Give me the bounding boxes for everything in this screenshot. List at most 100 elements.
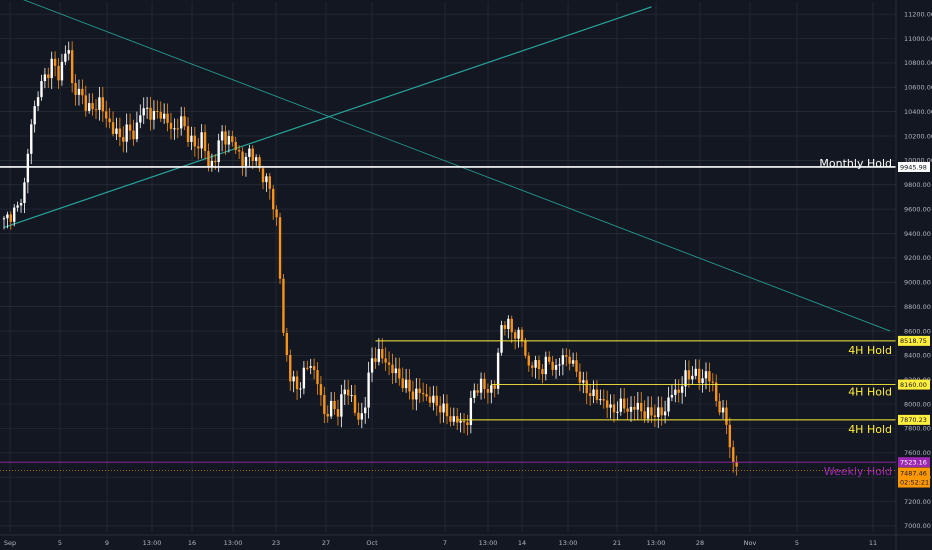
candle-body	[704, 371, 708, 379]
candle-body	[466, 422, 469, 426]
candle-body	[203, 132, 207, 152]
candle-body	[421, 392, 425, 395]
candle-body	[26, 153, 30, 183]
candle-body	[224, 131, 227, 145]
candle-body	[183, 116, 186, 127]
x-tick-label: 14	[518, 539, 526, 547]
candle-body	[503, 325, 507, 329]
x-tick-label: Nov	[744, 539, 757, 547]
price-tag: 7870.23	[900, 416, 927, 424]
candle-body	[23, 182, 26, 204]
candle-body	[456, 416, 459, 423]
candle-body	[394, 368, 398, 374]
candle-body	[149, 107, 152, 120]
y-tick-label: 8800.00	[904, 303, 931, 311]
candle-body	[674, 389, 677, 395]
y-tick-label: 9200.00	[904, 254, 931, 262]
candle-body	[231, 136, 234, 143]
candle-body	[708, 371, 711, 382]
candle-body	[357, 412, 360, 420]
x-tick-label: 27	[322, 539, 330, 547]
candle-body	[84, 95, 87, 111]
candle-body	[70, 50, 74, 84]
candle-body	[272, 188, 275, 210]
x-tick-label: 16	[188, 539, 196, 547]
candle-body	[636, 402, 640, 410]
candle-body	[592, 389, 595, 397]
candle-body	[108, 118, 111, 123]
candle-body	[469, 397, 473, 426]
candle-body	[462, 420, 466, 423]
candle-body	[132, 130, 135, 140]
candle-body	[578, 371, 582, 383]
candle-body	[173, 128, 176, 130]
candle-body	[292, 376, 295, 382]
candle-body	[524, 341, 527, 356]
y-tick-label: 10400.00	[904, 108, 932, 116]
candle-body	[350, 395, 353, 397]
candle-body	[486, 389, 490, 393]
candle-body	[551, 361, 554, 370]
candle-body	[599, 399, 602, 401]
candle-body	[646, 407, 650, 419]
candle-body	[220, 131, 224, 141]
candle-body	[2, 218, 6, 220]
candle-body	[268, 176, 271, 189]
candle-body	[568, 356, 571, 364]
candle-body	[715, 382, 718, 402]
candle-body	[282, 278, 285, 333]
trend-line-rising	[3, 6, 652, 228]
candle-body	[616, 411, 619, 413]
level-lines[interactable]: Monthly Hold 4H Hold 4H Hold 4H Hold Weekly …	[0, 157, 896, 478]
trend-lines[interactable]	[3, 0, 891, 332]
x-axis[interactable]: Sep 5 9 13:00 16 13:00 23 27 Oct 7 13:00 14 13:00 21 1…	[0, 534, 932, 547]
candle-body	[391, 364, 394, 374]
candle-body	[261, 168, 265, 183]
candle-body	[309, 366, 312, 368]
level-label: Weekly Hold	[824, 465, 892, 478]
x-tick-label: 5	[58, 539, 62, 547]
x-tick-label: 7	[443, 539, 447, 547]
candle-body	[125, 124, 128, 142]
candle-body	[725, 407, 728, 425]
candle-body	[711, 381, 714, 383]
candle-body	[387, 362, 391, 365]
candle-body	[319, 384, 323, 396]
grid-lines	[0, 2, 896, 532]
candle-body	[323, 395, 326, 414]
candle-body	[629, 406, 633, 412]
candle-body	[735, 461, 738, 467]
candle-body	[162, 113, 166, 119]
y-tick-label: 9600.00	[904, 205, 931, 213]
candle-body	[166, 113, 169, 123]
candle-body	[623, 398, 626, 409]
candle-body	[370, 358, 374, 373]
candle-body	[660, 407, 663, 416]
candle-body	[217, 140, 220, 163]
candle-body	[657, 407, 660, 417]
candle-body	[118, 128, 122, 138]
price-tag-box	[898, 161, 930, 172]
candle-body	[381, 349, 384, 359]
candle-body	[285, 332, 289, 355]
candle-body	[19, 203, 23, 206]
candle-body	[633, 406, 636, 410]
candle-body	[340, 394, 343, 417]
candle-body	[425, 394, 428, 397]
candle-body	[643, 411, 646, 419]
y-axis[interactable]: 7000.007200.007400.007600.007800.008000.…	[895, 0, 932, 550]
candle-body	[684, 370, 687, 387]
candle-body	[333, 400, 336, 410]
candle-body	[364, 407, 367, 414]
candle-body	[653, 415, 657, 417]
candle-body	[680, 386, 684, 393]
candle-body	[473, 390, 476, 398]
candle-body	[101, 97, 105, 112]
candle-body	[517, 329, 520, 339]
candle-body	[40, 81, 43, 98]
candle-body	[142, 108, 145, 116]
candle-body	[299, 388, 302, 390]
candle-body	[626, 408, 629, 412]
candle-body	[721, 407, 725, 413]
